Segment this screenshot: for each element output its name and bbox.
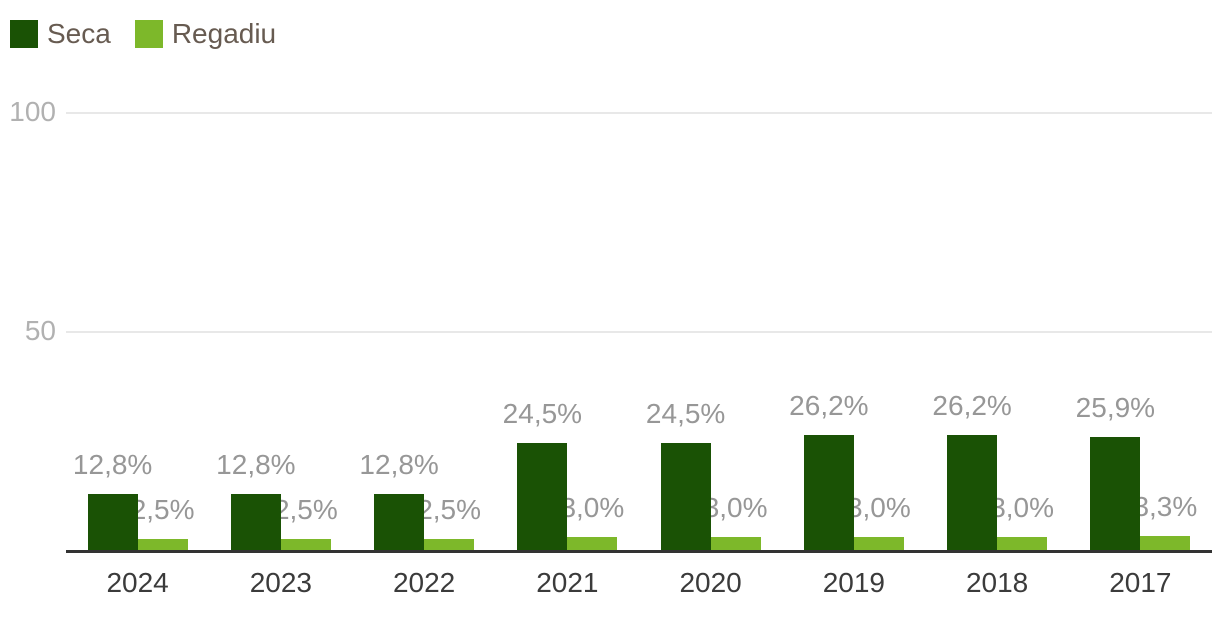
x-axis-label-2019: 2019 [822, 567, 886, 598]
legend-item-seca[interactable]: Seca [10, 19, 111, 49]
value-label-seca-2019: 26,2% [789, 390, 869, 421]
value-label-regadiu-2021: 3,0% [560, 492, 625, 523]
value-label-seca-2022: 12,8% [359, 449, 439, 480]
x-axis-label-2021: 2021 [536, 567, 599, 598]
bar-seca-2017 [1090, 437, 1141, 550]
chart-legend: Seca Regadiu [10, 19, 276, 49]
x-axis-label-2020: 2020 [679, 567, 742, 598]
value-label-seca-2024: 12,8% [72, 449, 153, 480]
bar-regadiu-2017 [1140, 536, 1191, 550]
bar-regadiu-2022 [424, 539, 475, 550]
x-axis-line [66, 550, 1212, 553]
gridline-100 [66, 112, 1212, 114]
value-label-seca-2020: 24,5% [645, 398, 726, 429]
y-axis-tick-100: 100 [9, 96, 56, 127]
bar-regadiu-2021 [567, 537, 618, 550]
value-label-regadiu-2022: 2,5% [417, 494, 482, 525]
value-label-regadiu-2017: 3,3% [1133, 491, 1198, 522]
bar-seca-2019 [803, 435, 854, 550]
value-label-seca-2018: 26,2% [932, 390, 1012, 421]
value-label-seca-2021: 24,5% [502, 398, 583, 429]
x-axis-label-2023: 2023 [249, 567, 313, 598]
legend-item-regadiu[interactable]: Regadiu [134, 18, 277, 49]
legend-swatch-regadiu-icon [134, 20, 163, 48]
bar-regadiu-2024 [137, 539, 188, 550]
legend-label-regadiu: Regadiu [171, 18, 277, 49]
x-axis-label-2022: 2022 [392, 567, 456, 598]
legend-swatch-seca-icon [10, 20, 38, 48]
gridline-50 [66, 331, 1212, 333]
bar-seca-2022 [374, 494, 425, 550]
value-label-regadiu-2019: 3,0% [846, 492, 911, 523]
value-label-regadiu-2018: 3,0% [990, 492, 1055, 523]
bar-seca-2021 [517, 443, 568, 550]
bar-seca-2023 [230, 494, 281, 550]
bar-seca-2018 [947, 435, 998, 550]
bar-regadiu-2023 [280, 539, 331, 550]
value-label-seca-2023: 12,8% [216, 449, 296, 480]
value-label-seca-2017: 25,9% [1075, 392, 1156, 423]
x-axis-label-2017: 2017 [1109, 567, 1172, 598]
y-axis-tick-50: 50 [24, 315, 56, 346]
value-label-regadiu-2024: 2,5% [130, 494, 195, 525]
value-label-regadiu-2023: 2,5% [273, 494, 338, 525]
bar-regadiu-2018 [997, 537, 1048, 550]
bar-seca-2024 [87, 494, 138, 550]
x-axis-label-2018: 2018 [965, 567, 1029, 598]
bar-regadiu-2020 [710, 537, 761, 550]
bar-seca-2020 [660, 443, 711, 550]
x-axis-label-2024: 2024 [106, 567, 169, 598]
bar-regadiu-2019 [853, 537, 904, 550]
value-label-regadiu-2020: 3,0% [703, 492, 768, 523]
legend-label-seca: Seca [47, 18, 111, 49]
